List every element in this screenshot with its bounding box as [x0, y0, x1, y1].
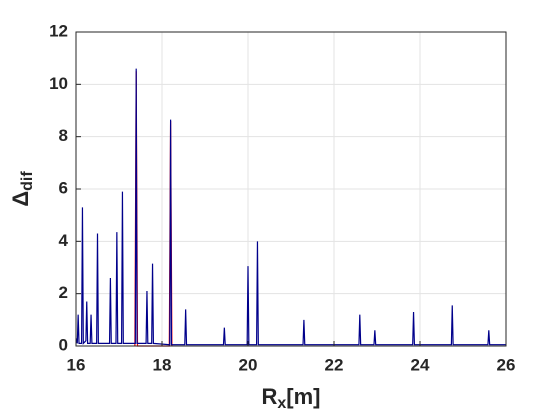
- x-tick-label: 24: [411, 355, 430, 374]
- y-tick-label: 6: [59, 178, 68, 197]
- x-tick-label: 16: [67, 355, 86, 374]
- y-tick-label: 8: [59, 126, 68, 145]
- grid: [75, 31, 507, 347]
- y-tick-label: 10: [49, 74, 68, 93]
- y-label-sub: dif: [19, 171, 36, 191]
- y-axis-label: Δdif: [8, 171, 36, 207]
- x-tick-label: 26: [497, 355, 516, 374]
- x-axis-label: Rx[m]: [261, 384, 320, 412]
- y-label-main: Δ: [8, 191, 33, 207]
- y-tick-label: 12: [49, 21, 68, 40]
- x-tick-label: 20: [239, 355, 258, 374]
- y-tick-label: 4: [59, 231, 69, 250]
- x-tick-label: 22: [325, 355, 344, 374]
- x-tick-label: 18: [153, 355, 172, 374]
- x-label-unit: [m]: [286, 384, 320, 409]
- y-tick-label: 2: [59, 283, 68, 302]
- x-label-main: R: [261, 384, 277, 409]
- y-tick-label: 0: [59, 335, 68, 354]
- x-label-sub: x: [277, 395, 286, 412]
